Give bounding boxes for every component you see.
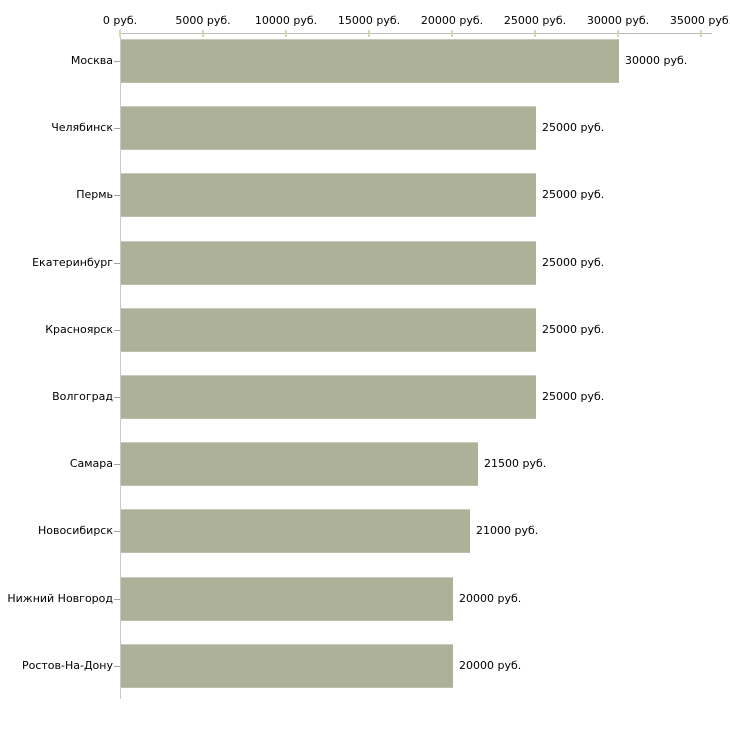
x-axis-tick-label: 5000 руб. [175, 14, 231, 27]
x-axis-tick-mark [451, 30, 453, 37]
bar [121, 375, 536, 419]
value-label: 30000 руб. [625, 54, 688, 67]
category-tick-mark [114, 263, 120, 264]
bar [121, 308, 536, 352]
category-label: Волгоград [52, 390, 113, 403]
category-label: Пермь [76, 188, 113, 201]
value-label: 25000 руб. [542, 188, 605, 201]
x-axis-line [120, 33, 712, 34]
x-axis-tick-mark [617, 30, 619, 37]
value-label: 25000 руб. [542, 121, 605, 134]
category-tick-mark [114, 61, 120, 62]
category-tick-mark [114, 464, 120, 465]
category-label: Новосибирск [37, 524, 113, 537]
value-label: 20000 руб. [459, 659, 522, 672]
category-tick-mark [114, 397, 120, 398]
x-axis-tick-mark [368, 30, 370, 37]
x-axis-tick-label: 10000 руб. [254, 14, 318, 27]
x-axis-tick-label: 25000 руб. [503, 14, 567, 27]
category-tick-mark [114, 666, 120, 667]
category-tick-mark [114, 195, 120, 196]
x-axis-tick-label: 0 руб. [102, 14, 138, 27]
x-axis-tick-mark [119, 30, 121, 37]
value-label: 21500 руб. [484, 457, 547, 470]
value-label: 21000 руб. [476, 524, 539, 537]
value-label: 25000 руб. [542, 256, 605, 269]
value-label: 25000 руб. [542, 323, 605, 336]
x-axis-tick-label: 35000 руб. [669, 14, 730, 27]
bar [121, 644, 453, 688]
category-label: Самара [69, 457, 113, 470]
category-tick-mark [114, 599, 120, 600]
x-axis-tick-label: 30000 руб. [586, 14, 650, 27]
x-axis-tick-label: 20000 руб. [420, 14, 484, 27]
bar [121, 442, 478, 486]
x-axis-tick-mark [202, 30, 204, 37]
bar [121, 173, 536, 217]
value-label: 25000 руб. [542, 390, 605, 403]
y-axis-line [120, 33, 121, 699]
category-label: Челябинск [51, 121, 113, 134]
category-tick-mark [114, 330, 120, 331]
x-axis-tick-label: 15000 руб. [337, 14, 401, 27]
category-label: Ростов-На-Дону [21, 659, 113, 672]
category-label: Красноярск [45, 323, 113, 336]
x-axis-tick-mark [700, 30, 702, 37]
category-label: Нижний Новгород [7, 592, 113, 605]
x-axis-tick-mark [534, 30, 536, 37]
bar [121, 509, 470, 553]
category-tick-mark [114, 531, 120, 532]
x-axis-tick-mark [285, 30, 287, 37]
bar [121, 577, 453, 621]
value-label: 20000 руб. [459, 592, 522, 605]
bar [121, 106, 536, 150]
category-tick-mark [114, 128, 120, 129]
category-label: Екатеринбург [32, 256, 113, 269]
bar [121, 241, 536, 285]
bar [121, 39, 619, 83]
category-label: Москва [70, 54, 113, 67]
